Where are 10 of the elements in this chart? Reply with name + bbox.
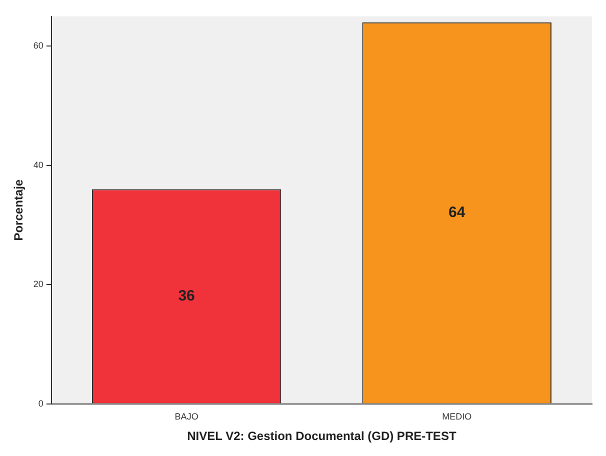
data-label: 36 <box>178 287 195 304</box>
y-tick-label: 40 <box>33 160 44 170</box>
y-tick-label: 0 <box>38 398 44 408</box>
data-label: 64 <box>448 204 466 221</box>
x-tick-label: BAJO <box>174 412 198 422</box>
y-tick-label: 60 <box>33 40 44 51</box>
x-axis-title: NIVEL V2: Gestion Documental (GD) PRE-TEST <box>187 429 457 444</box>
x-tick-label: MEDIO <box>442 412 472 422</box>
y-tick-label: 20 <box>33 279 44 290</box>
y-axis-title: Porcentaje <box>12 179 26 241</box>
